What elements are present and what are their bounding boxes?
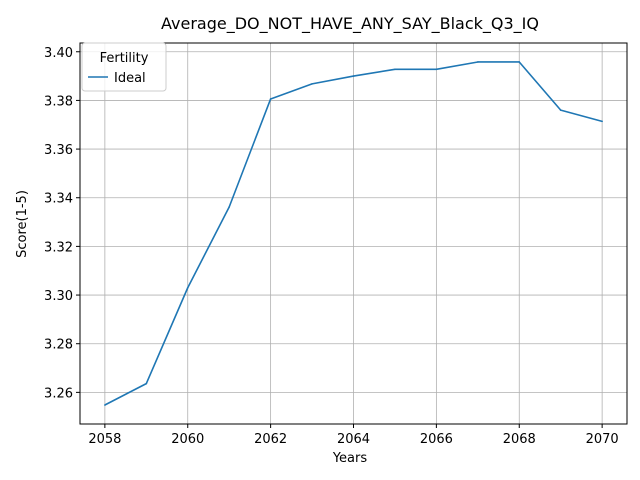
y-axis-ticks: 3.26 3.28 3.30 3.32 3.34 3.36 3.38 3.40 (44, 46, 80, 401)
x-tick-label: 2062 (254, 432, 287, 447)
legend-title: Fertility (100, 51, 149, 66)
data-point (559, 109, 562, 111)
x-tick-label: 2060 (171, 432, 204, 447)
y-tick-label: 3.28 (44, 338, 73, 353)
data-point (269, 98, 272, 100)
data-point (477, 61, 479, 63)
data-point (228, 206, 230, 208)
y-tick-label: 3.38 (44, 94, 73, 109)
x-tick-label: 2058 (88, 432, 121, 447)
data-point (518, 61, 521, 63)
grid-lines (80, 43, 627, 424)
data-point (601, 120, 603, 123)
data-point (145, 382, 148, 385)
x-tick-label: 2068 (503, 432, 536, 447)
data-point (394, 68, 396, 71)
data-point (186, 286, 189, 289)
data-point (311, 83, 313, 85)
series-layer (104, 61, 603, 406)
y-axis-label: Score(1-5) (15, 190, 30, 258)
y-tick-label: 3.32 (44, 240, 73, 255)
legend-box (81, 42, 167, 92)
data-point (352, 75, 355, 77)
y-tick-label: 3.40 (44, 46, 73, 61)
x-tick-label: 2066 (420, 432, 453, 447)
data-point (435, 68, 438, 71)
y-tick-label: 3.26 (44, 386, 73, 401)
legend: Fertility Ideal (81, 42, 167, 92)
y-tick-label: 3.36 (44, 143, 73, 158)
x-tick-label: 2070 (586, 432, 619, 447)
legend-label-ideal: Ideal (114, 71, 146, 86)
x-axis-ticks: 2058 2060 2062 2064 2066 2068 2070 (88, 424, 619, 447)
y-tick-label: 3.30 (44, 289, 73, 304)
chart-title: Average_DO_NOT_HAVE_ANY_SAY_Black_Q3_IQ (161, 14, 539, 34)
x-tick-label: 2064 (337, 432, 370, 447)
x-axis-label: Years (332, 451, 368, 466)
data-point (104, 404, 106, 406)
y-tick-label: 3.34 (44, 192, 73, 207)
